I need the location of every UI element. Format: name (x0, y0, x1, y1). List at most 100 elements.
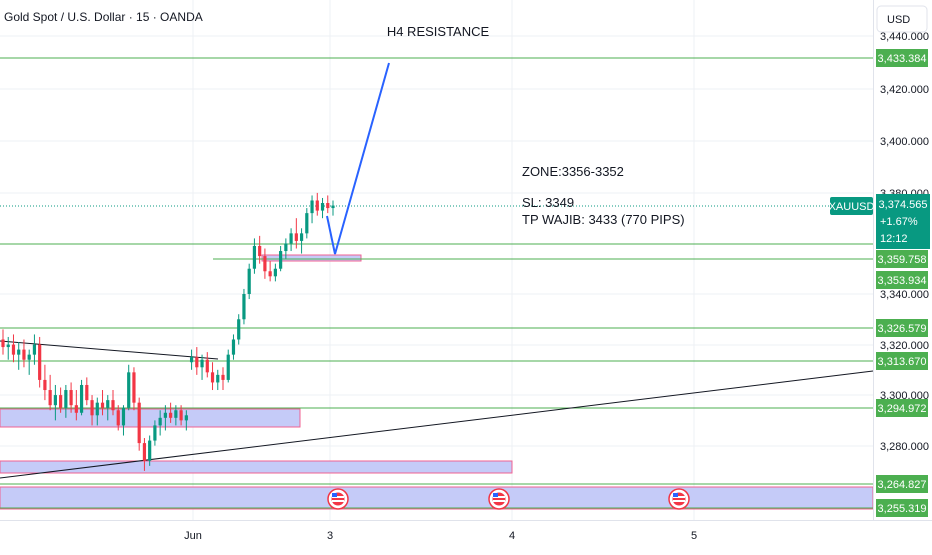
level-badge[interactable]: 3,294.972 (876, 399, 928, 417)
candle[interactable] (95, 397, 99, 426)
level-badge[interactable]: 3,255.319 (876, 499, 928, 517)
time-tick: 5 (691, 530, 697, 542)
candle[interactable] (226, 349, 230, 383)
level-badge[interactable]: 3,313.670 (876, 352, 928, 370)
candle[interactable] (153, 420, 157, 446)
candle[interactable] (315, 192, 319, 216)
candle[interactable] (299, 228, 304, 254)
level-badge[interactable]: 3,353.934 (876, 271, 928, 289)
candle[interactable] (111, 390, 115, 416)
candle[interactable] (216, 369, 220, 391)
candle[interactable] (116, 405, 120, 431)
candle[interactable] (64, 384, 68, 418)
candle[interactable] (189, 349, 194, 370)
candle[interactable] (289, 228, 293, 252)
symbol-title[interactable]: Gold Spot / U.S. Dollar · 15 · OANDA (4, 10, 203, 24)
candle[interactable] (137, 397, 141, 451)
candle[interactable] (247, 263, 251, 300)
candle[interactable] (210, 362, 215, 391)
candle[interactable] (48, 374, 52, 411)
candle[interactable] (268, 261, 272, 282)
forecast-arrow[interactable] (326, 62, 390, 255)
candle[interactable] (294, 218, 298, 249)
svg-text:XAUUSD: XAUUSD (829, 201, 875, 213)
candle[interactable] (205, 352, 209, 378)
candle[interactable] (79, 379, 84, 416)
candle[interactable] (169, 402, 173, 423)
us-event-icon[interactable] (668, 488, 690, 510)
zone-label[interactable]: ZONE:3356-3352 (522, 164, 624, 179)
candle[interactable] (331, 200, 335, 216)
candle[interactable] (195, 347, 199, 375)
live-price: 3,374.565 (879, 199, 928, 211)
candle[interactable] (263, 248, 267, 279)
candle[interactable] (279, 245, 283, 272)
entry-zone[interactable] (261, 254, 362, 262)
candle[interactable] (22, 339, 26, 368)
candle[interactable] (121, 405, 126, 436)
candle[interactable] (106, 395, 110, 421)
symbol-tag[interactable]: XAUUSD (829, 197, 875, 215)
candle[interactable] (237, 314, 241, 345)
demand-zone-3[interactable] (0, 486, 874, 510)
time-gridlines (192, 0, 695, 520)
candle[interactable] (231, 334, 236, 360)
demand-zone-1[interactable] (0, 408, 301, 428)
candle[interactable] (17, 342, 21, 370)
candle[interactable] (132, 367, 136, 411)
level-badge[interactable]: 3,359.758 (876, 250, 928, 268)
candle[interactable] (1, 329, 5, 355)
level-lines (0, 57, 873, 509)
candle[interactable] (258, 235, 262, 264)
level-badge[interactable]: 3,433.384 (876, 49, 928, 67)
candle[interactable] (174, 405, 178, 426)
live-price-badge[interactable]: 3,374.565 +1.67% 12:12 (876, 194, 930, 249)
candle[interactable] (85, 377, 89, 406)
candle[interactable] (59, 387, 63, 413)
candle[interactable] (310, 195, 314, 224)
candle[interactable] (284, 238, 288, 259)
currency-button[interactable]: USD (876, 5, 928, 33)
candle[interactable] (53, 384, 57, 421)
candle[interactable] (127, 364, 131, 411)
candle[interactable] (273, 263, 277, 282)
candle[interactable] (27, 349, 31, 375)
demand-zone-2[interactable] (0, 460, 513, 474)
us-event-icon[interactable] (488, 488, 510, 510)
candle[interactable] (32, 334, 37, 365)
candle[interactable] (305, 208, 309, 239)
descending-trendline[interactable] (0, 340, 219, 360)
candle[interactable] (252, 238, 257, 274)
candle[interactable] (326, 195, 330, 214)
candle[interactable] (200, 354, 204, 380)
candle[interactable] (184, 410, 188, 431)
event-icons (327, 488, 690, 510)
candle[interactable] (320, 197, 325, 219)
candle[interactable] (43, 364, 47, 401)
candle[interactable] (163, 405, 167, 431)
us-event-icon[interactable] (327, 488, 349, 510)
h4-resistance-label[interactable]: H4 RESISTANCE (387, 24, 490, 39)
candle[interactable] (221, 367, 225, 391)
level-badge[interactable]: 3,264.827 (876, 475, 928, 493)
level-badge[interactable]: 3,326.579 (876, 319, 928, 337)
candle[interactable] (38, 336, 42, 388)
candle[interactable] (100, 390, 105, 416)
svg-text:3,353.934: 3,353.934 (878, 275, 927, 287)
candle[interactable] (69, 382, 73, 413)
candle[interactable] (74, 390, 78, 421)
sl-label[interactable]: SL: 3349 (522, 195, 574, 210)
candle[interactable] (90, 395, 94, 426)
candle[interactable] (158, 410, 162, 436)
candle[interactable] (6, 336, 10, 360)
candle[interactable] (242, 288, 246, 325)
candle[interactable] (148, 435, 152, 466)
time-axis[interactable] (0, 520, 874, 550)
candle[interactable] (142, 438, 147, 471)
svg-text:3,326.579: 3,326.579 (878, 323, 927, 335)
candle[interactable] (11, 334, 16, 363)
candle[interactable] (179, 405, 183, 426)
tp-label[interactable]: TP WAJIB: 3433 (770 PIPS) (522, 212, 685, 227)
